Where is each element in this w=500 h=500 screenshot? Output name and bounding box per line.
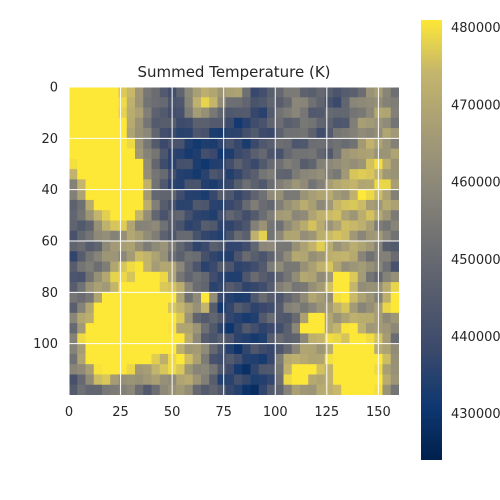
x-tick-label: 0: [65, 405, 73, 420]
colorbar-axis: 430000 440000 450000 460000 470000 480000: [451, 21, 500, 422]
colorbar-tick-label: 440000: [451, 330, 500, 345]
x-tick-label: 100: [263, 405, 288, 420]
grid: [68, 86, 399, 395]
y-tick-label: 40: [41, 183, 58, 198]
y-tick-label: 100: [33, 337, 58, 352]
x-axis: 0 25 50 75 100 125 150: [65, 405, 391, 420]
x-tick-label: 150: [366, 405, 391, 420]
y-tick-label: 20: [41, 132, 58, 147]
x-tick-label: 25: [112, 405, 129, 420]
colorbar-tick-label: 480000: [451, 21, 500, 36]
y-tick-label: 80: [41, 286, 58, 301]
colorbar-tick-label: 430000: [451, 407, 500, 422]
y-tick-label: 60: [41, 235, 58, 250]
x-tick-label: 50: [164, 405, 181, 420]
colorbar-tick-label: 460000: [451, 176, 500, 191]
y-axis: 0 20 40 60 80 100: [33, 81, 58, 353]
y-tick-label: 0: [50, 81, 58, 96]
x-tick-label: 125: [314, 405, 339, 420]
colorbar-tick-label: 450000: [451, 253, 500, 268]
chart-title: Summed Temperature (K): [137, 63, 330, 81]
x-tick-label: 75: [215, 405, 232, 420]
colorbar-tick-label: 470000: [451, 98, 500, 113]
colorbar: [421, 20, 442, 460]
